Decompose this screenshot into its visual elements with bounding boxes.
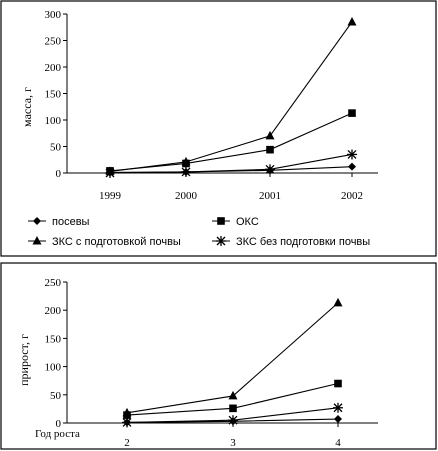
chart-1-axes: [66, 14, 378, 174]
chart-2-frame: [0, 262, 437, 450]
chart-2-axes: [66, 282, 378, 424]
chart-2-y-tick-label: 0: [56, 418, 62, 430]
chart-2-series-3-point: [122, 407, 132, 417]
chart-1-series-4-point: [265, 164, 275, 175]
chart-1-series-3-point: [265, 130, 275, 140]
legend-item-1-label: посевы: [52, 216, 90, 228]
legend-item-1-marker: [33, 217, 41, 225]
chart-1-series-3-point: [347, 16, 357, 26]
legend-item-4-marker: [216, 236, 226, 246]
chart-1-series-3-point: [181, 156, 191, 166]
legend-item-2-marker: [217, 217, 225, 225]
chart-2-series-3-point: [333, 297, 343, 307]
chart-2-series-2-point: [229, 404, 237, 413]
chart-1-y-tick-label: 150: [45, 89, 62, 101]
legend-item-3-marker: [32, 236, 42, 245]
chart-2-series-4-point: [228, 415, 238, 426]
legend-item-2-label: ОКС: [236, 216, 259, 228]
chart-2-series-2-point: [334, 379, 342, 388]
chart-1-y-tick-label: 200: [45, 62, 62, 74]
chart-2-series-1-point: [334, 415, 342, 424]
chart-2-x-tick-label: 3: [230, 437, 236, 449]
chart-2-y-tick-label: 250: [45, 277, 62, 289]
chart-1-series: [105, 16, 357, 178]
chart-2-y-tick-label: 100: [45, 362, 62, 374]
chart-1-y-tick-label: 50: [50, 142, 62, 154]
chart-2-y-tick-label: 150: [45, 333, 62, 345]
chart-1-frame: [0, 0, 437, 257]
chart-1-legend: посевы ОКС ЗКС с подготовкой почвы ЗКС без …: [28, 216, 370, 248]
chart-2-series-3-point: [228, 390, 238, 400]
chart-1-y-tick-label: 100: [45, 115, 62, 127]
chart-1-y-tick-label: 0: [56, 168, 62, 180]
chart-2-x-axis-title: Год роста: [35, 428, 80, 440]
chart-1-series-4-point: [105, 168, 115, 178]
legend-item-3-label: ЗКС с подготовкой почвы: [52, 236, 181, 248]
chart-1-series-2-line: [109, 112, 353, 172]
chart-1-x-tick-label: 2001: [259, 190, 281, 202]
chart-2-series: [122, 297, 343, 428]
chart-1-series-2-point: [348, 109, 356, 117]
chart-2-series-4-point: [333, 402, 343, 413]
chart-2-y-tick-label: 200: [45, 305, 62, 317]
chart-2-x-tick-label: 4: [335, 437, 341, 449]
chart-2: прирост, г Год роста 0 50 100 150 200 250 2 3 4: [17, 277, 378, 449]
chart-1-series-1-point: [348, 162, 356, 171]
chart-1-y-tick-label: 250: [45, 36, 62, 48]
chart-1: масса, г 0 50 100 150 200 250 300 1999 2000 2001 2…: [20, 9, 378, 202]
chart-1-y-axis-title: масса, г: [20, 87, 34, 127]
chart-1-series-4-point: [347, 149, 357, 160]
chart-2-x-tick-label: 2: [124, 437, 130, 449]
legend-item-4-label: ЗКС без подготовки почвы: [236, 236, 370, 248]
chart-1-x-tick-label: 2000: [175, 190, 198, 202]
chart-2-series-4-point: [122, 417, 132, 428]
chart-1-series-3-line: [109, 21, 353, 172]
chart-1-x-tick-label: 1999: [99, 190, 122, 202]
chart-2-y-axis-title: прирост, г: [17, 334, 31, 386]
chart-1-series-4-point: [181, 166, 191, 177]
chart-1-x-tick-label: 2002: [341, 190, 363, 202]
chart-1-y-tick-label: 300: [45, 9, 62, 21]
chart-2-y-tick-label: 50: [50, 390, 62, 402]
chart-1-series-2-point: [266, 145, 274, 154]
chart-1-series-4-line: [109, 153, 353, 174]
